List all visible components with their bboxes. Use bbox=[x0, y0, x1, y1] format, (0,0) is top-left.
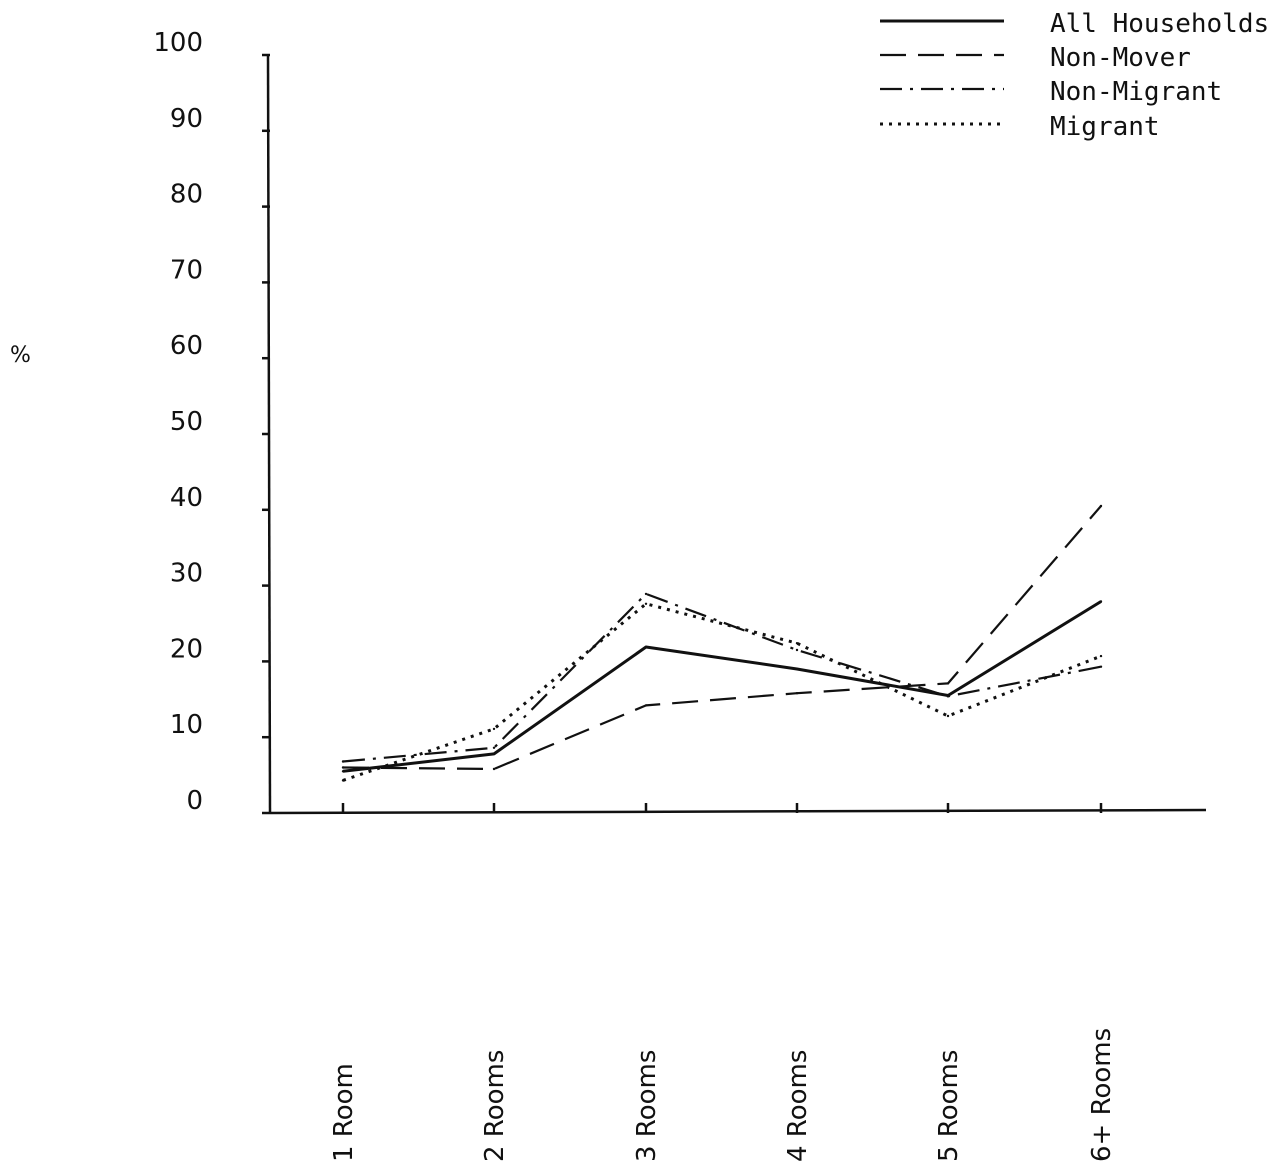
data-point bbox=[492, 746, 496, 749]
data-point bbox=[795, 692, 799, 695]
category-labels: 1 Room 2 Rooms 3 Rooms 4 Rooms 5 Rooms 6+ Roo… bbox=[329, 1028, 1117, 1162]
series-line-non-mover bbox=[342, 505, 1102, 771]
legend-label: Migrant bbox=[1050, 112, 1160, 142]
x-category-label: 5 Rooms bbox=[934, 1050, 964, 1162]
x-category-label: 4 Rooms bbox=[783, 1050, 813, 1162]
y-tick-label: 70 bbox=[170, 255, 203, 285]
data-point bbox=[946, 695, 950, 698]
data-point bbox=[644, 602, 648, 605]
series-line-all-households bbox=[342, 600, 1102, 773]
y-tick-label: 10 bbox=[170, 710, 203, 740]
data-point bbox=[341, 760, 345, 763]
series-line-non-migrant bbox=[342, 592, 1102, 763]
x-category-label: 1 Room bbox=[329, 1063, 359, 1162]
data-point bbox=[1099, 600, 1103, 603]
data-point bbox=[492, 767, 496, 771]
y-tick-label: 20 bbox=[170, 634, 203, 664]
data-point bbox=[795, 642, 799, 645]
legend-label: Non-Migrant bbox=[1050, 77, 1222, 107]
data-point bbox=[795, 648, 799, 652]
y-axis-ticks: 0 10 20 30 40 50 60 70 80 90 100 bbox=[153, 28, 270, 816]
data-point bbox=[492, 727, 496, 731]
legend-label: All Households bbox=[1050, 9, 1269, 39]
data-point bbox=[795, 667, 799, 671]
x-category-label: 3 Rooms bbox=[632, 1050, 662, 1162]
x-category-label: 6+ Rooms bbox=[1087, 1028, 1117, 1162]
legend-label: Non-Mover bbox=[1050, 43, 1191, 73]
data-point bbox=[644, 592, 648, 596]
y-axis-label: % bbox=[10, 343, 31, 368]
y-tick-label: 60 bbox=[170, 331, 203, 361]
y-tick-label: 30 bbox=[170, 559, 203, 589]
data-point bbox=[946, 714, 950, 718]
y-tick-label: 0 bbox=[186, 786, 203, 816]
data-point bbox=[644, 704, 648, 707]
data-point bbox=[341, 766, 345, 769]
data-point bbox=[341, 779, 345, 782]
data-point bbox=[492, 752, 496, 756]
data-point bbox=[1099, 504, 1103, 508]
y-tick-label: 40 bbox=[170, 483, 203, 513]
series-layer bbox=[341, 504, 1103, 782]
legend: All Households Non-Mover Non-Migrant Migran… bbox=[880, 9, 1269, 142]
series-line-migrant bbox=[342, 602, 1102, 782]
x-axis bbox=[269, 808, 1207, 815]
y-tick-label: 90 bbox=[170, 104, 203, 134]
y-axis bbox=[266, 54, 272, 814]
y-tick-label: 100 bbox=[153, 28, 203, 58]
data-point bbox=[341, 770, 345, 773]
data-point bbox=[644, 645, 648, 649]
data-point bbox=[1099, 665, 1103, 668]
x-category-label: 2 Rooms bbox=[480, 1050, 510, 1162]
data-point bbox=[946, 682, 950, 685]
data-point bbox=[1099, 654, 1103, 658]
y-tick-label: 50 bbox=[170, 407, 203, 437]
y-tick-label: 80 bbox=[170, 180, 203, 210]
